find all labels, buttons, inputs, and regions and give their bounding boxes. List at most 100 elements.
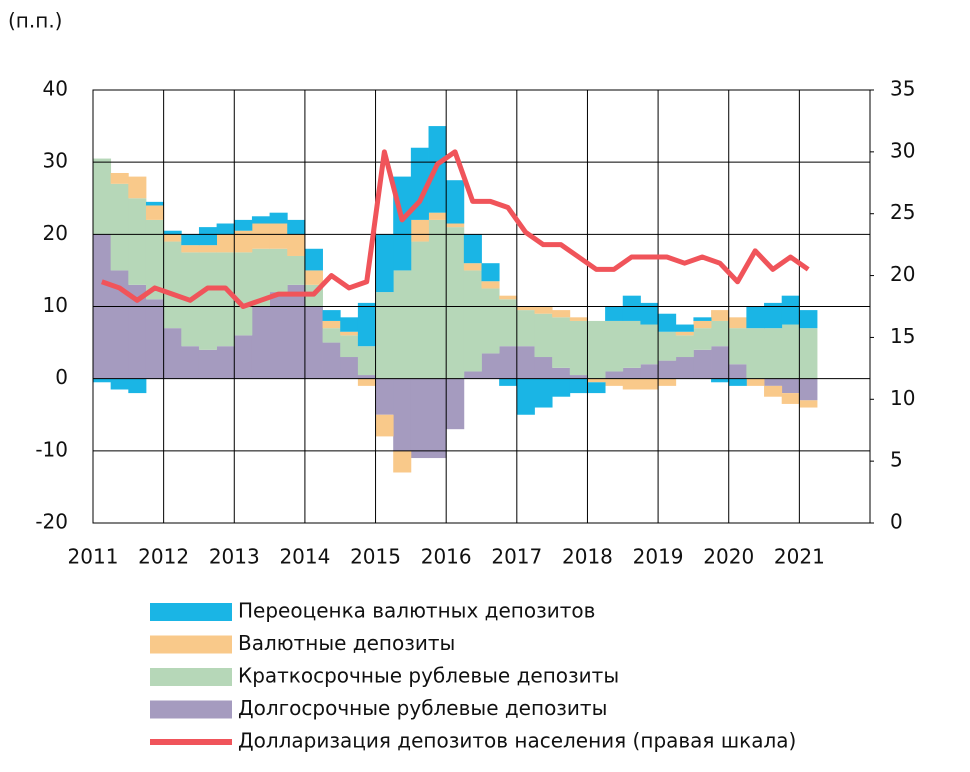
bar-segment <box>375 414 394 437</box>
y-tick-label: 30 <box>43 149 68 173</box>
legend-swatch <box>150 603 232 621</box>
bar-segment <box>781 393 800 404</box>
bar-segment <box>375 234 394 293</box>
bar-segment <box>799 400 818 408</box>
bar-segment <box>163 241 182 329</box>
x-tick-label: 2019 <box>633 545 684 569</box>
bar-segment <box>198 349 218 379</box>
bar-segment <box>675 331 694 336</box>
y2-tick-label: 5 <box>890 448 903 472</box>
bar-segment <box>746 328 765 379</box>
bar-segment <box>128 284 147 379</box>
bar-segment <box>675 335 694 358</box>
bar-segment <box>481 263 500 282</box>
bar-segment <box>322 342 341 379</box>
bar-segment <box>799 310 818 329</box>
bar-segment <box>340 317 359 332</box>
bar-segment <box>693 320 712 329</box>
bar-segment <box>145 219 165 300</box>
bar-segment <box>410 241 429 379</box>
bar-segment <box>304 306 323 379</box>
x-tick-label: 2018 <box>562 545 613 569</box>
legend-label: Переоценка валютных депозитов <box>238 599 595 623</box>
x-tick-label: 2016 <box>421 545 472 569</box>
bar-segment <box>234 230 253 253</box>
bar-segment <box>746 378 765 386</box>
bar-segment <box>516 310 535 347</box>
bar-segment <box>463 234 482 264</box>
bar-segment <box>145 201 165 206</box>
y2-tick-label: 35 <box>890 77 915 101</box>
bar-segment <box>552 317 571 368</box>
bar-segment <box>357 378 376 386</box>
bar-segment <box>534 306 553 314</box>
bar-segment <box>446 378 465 430</box>
bar-segment <box>622 295 641 321</box>
bar-segment <box>534 357 553 379</box>
bar-segment <box>340 335 359 358</box>
bar-segment <box>516 306 535 311</box>
legend-label: Валютные депозиты <box>238 631 455 655</box>
bar-segment <box>799 378 818 401</box>
bar-segment <box>711 378 730 383</box>
bar-segment <box>234 252 253 336</box>
bar-segment <box>181 234 200 246</box>
bar-segment <box>463 263 482 271</box>
bar-segment <box>269 223 288 249</box>
bar-segment <box>216 223 235 235</box>
bar-segment <box>516 346 535 379</box>
y-tick-label: 0 <box>55 365 68 389</box>
y-tick-label: 10 <box>43 293 68 317</box>
bar-segment <box>304 248 323 271</box>
bar-segment <box>622 367 641 379</box>
bar-segment <box>781 378 800 394</box>
bar-segment <box>393 270 412 379</box>
bar-segment <box>198 252 218 350</box>
bar-segment <box>728 364 747 379</box>
bar-segment <box>410 378 429 459</box>
bar-segment <box>552 378 571 397</box>
bar-segment <box>145 205 165 220</box>
bar-segment <box>781 324 800 379</box>
bar-segment <box>499 346 518 379</box>
bar-segment <box>605 320 624 372</box>
x-tick-label: 2011 <box>68 545 119 569</box>
legend-swatch <box>150 668 232 686</box>
bar-segment <box>658 313 677 332</box>
bar-segment <box>622 378 641 390</box>
y-tick-label: 20 <box>43 221 68 245</box>
y-tick-label: 40 <box>43 77 68 101</box>
bar-segment <box>446 227 465 379</box>
bar-segment <box>269 212 288 224</box>
x-tick-label: 2013 <box>209 545 260 569</box>
legend-label: Долларизация депозитов населения (правая… <box>238 729 796 753</box>
bar-segment <box>198 227 218 246</box>
bar-segment <box>569 317 588 321</box>
bar-segment <box>251 248 270 307</box>
bar-segment <box>322 320 341 329</box>
bar-segment <box>110 172 129 184</box>
x-tick-label: 2021 <box>774 545 825 569</box>
bar-segment <box>569 378 588 394</box>
bar-segment <box>658 378 677 386</box>
bar-segment <box>481 288 500 354</box>
bar-segment <box>251 216 270 224</box>
bar-segment <box>251 223 270 249</box>
bar-segment <box>516 378 535 415</box>
bar-segment <box>234 219 253 231</box>
bar-segment <box>181 346 200 379</box>
bar-segment <box>145 299 165 379</box>
bar-segment <box>764 385 783 397</box>
bar-segment <box>728 378 747 386</box>
bar-segment <box>287 255 306 285</box>
x-tick-label: 2014 <box>279 545 330 569</box>
bar-segment <box>711 310 730 321</box>
x-tick-label: 2020 <box>703 545 754 569</box>
bar-segment <box>269 248 288 293</box>
bar-segment <box>658 331 677 361</box>
bar-segment <box>728 328 747 365</box>
y-tick-label: -10 <box>35 437 68 461</box>
y2-tick-label: 25 <box>890 200 915 224</box>
bar-segment <box>764 302 783 329</box>
bar-segment <box>269 292 288 379</box>
